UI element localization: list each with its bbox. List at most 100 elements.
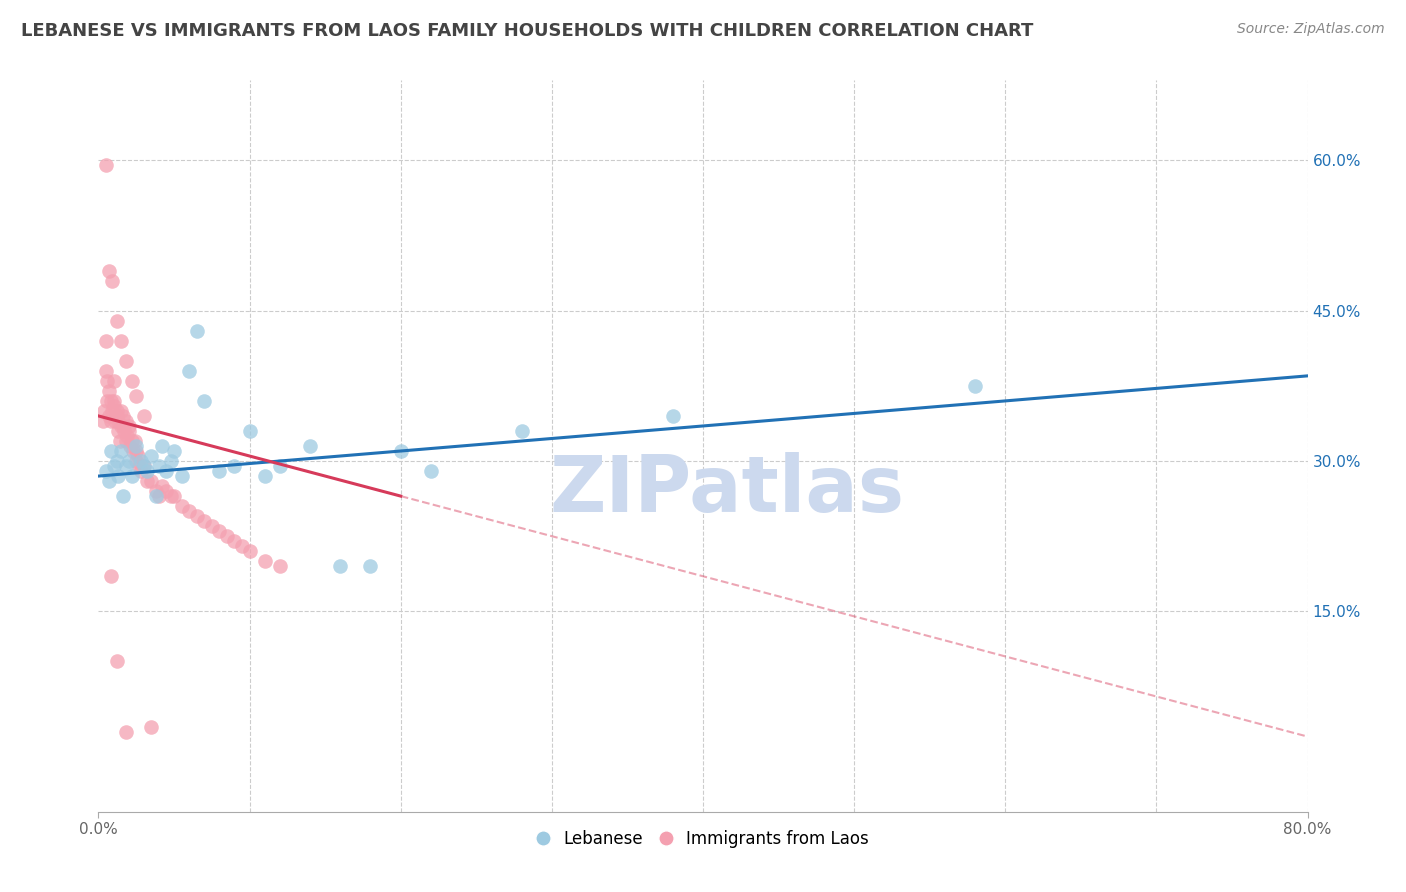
Text: Source: ZipAtlas.com: Source: ZipAtlas.com (1237, 22, 1385, 37)
Point (135, 474, 157, 488)
Point (111, 489, 134, 503)
Point (98, 384, 121, 398)
Point (96, 374, 118, 388)
Legend: Lebanese, Immigrants from Laos: Lebanese, Immigrants from Laos (530, 823, 876, 855)
Point (111, 409, 134, 423)
Point (98, 409, 121, 423)
Point (94, 334, 117, 348)
Point (114, 434, 136, 448)
Point (170, 499, 193, 513)
Point (186, 324, 208, 338)
Point (93, 404, 115, 418)
Point (110, 404, 132, 418)
Point (114, 354, 136, 368)
Point (128, 458, 150, 473)
Point (94, 158, 117, 172)
Point (420, 464, 443, 478)
Point (155, 484, 177, 499)
Point (111, 419, 134, 434)
Text: LEBANESE VS IMMIGRANTS FROM LAOS FAMILY HOUSEHOLDS WITH CHILDREN CORRELATION CHA: LEBANESE VS IMMIGRANTS FROM LAOS FAMILY … (21, 22, 1033, 40)
Point (132, 458, 155, 473)
Point (141, 720, 163, 734)
Point (104, 414, 127, 428)
Point (208, 464, 231, 478)
Point (150, 439, 173, 453)
Point (253, 469, 276, 483)
Point (269, 559, 291, 574)
Point (141, 449, 163, 463)
Point (107, 469, 129, 483)
Point (98, 474, 121, 488)
Point (98, 263, 121, 277)
Point (179, 364, 201, 378)
Point (179, 504, 201, 518)
Point (329, 559, 352, 574)
Point (135, 464, 157, 478)
Point (127, 449, 149, 463)
Point (122, 444, 145, 458)
Point (125, 439, 148, 453)
Point (269, 458, 291, 473)
Point (107, 414, 129, 428)
Point (103, 374, 125, 388)
Point (224, 534, 246, 549)
Point (112, 424, 135, 438)
Point (101, 404, 124, 418)
Point (129, 464, 152, 478)
Point (105, 454, 128, 468)
Point (100, 393, 122, 408)
Point (103, 458, 125, 473)
Point (110, 444, 132, 458)
Point (115, 429, 138, 443)
Point (125, 389, 148, 403)
Point (389, 444, 412, 458)
Point (208, 524, 231, 538)
Point (145, 484, 167, 499)
Point (114, 724, 136, 739)
Point (160, 454, 183, 468)
Point (239, 424, 262, 438)
Point (186, 509, 208, 524)
Point (125, 444, 148, 458)
Point (510, 424, 533, 438)
Point (121, 469, 143, 483)
Point (299, 439, 322, 453)
Point (163, 489, 186, 503)
Point (124, 434, 146, 448)
Point (94, 464, 117, 478)
Point (100, 444, 122, 458)
Point (224, 458, 246, 473)
Point (105, 404, 128, 418)
Point (110, 419, 132, 434)
Point (120, 439, 142, 453)
Point (94, 364, 117, 378)
Point (114, 458, 136, 473)
Point (170, 469, 193, 483)
Point (125, 454, 148, 468)
Point (105, 314, 128, 328)
Point (118, 454, 141, 468)
Point (215, 529, 238, 543)
Point (253, 554, 276, 568)
Point (360, 559, 382, 574)
Point (132, 409, 155, 423)
Point (160, 489, 183, 503)
Point (100, 569, 122, 583)
Text: ZIPatlas: ZIPatlas (550, 452, 904, 528)
Point (231, 539, 253, 553)
Point (118, 424, 141, 438)
Point (661, 409, 683, 423)
Point (155, 464, 177, 478)
Point (91, 414, 114, 428)
Point (103, 393, 125, 408)
Point (101, 274, 124, 288)
Point (148, 489, 170, 503)
Point (118, 419, 141, 434)
Point (132, 458, 155, 473)
Point (103, 399, 125, 413)
Point (193, 393, 215, 408)
Point (129, 454, 152, 468)
Point (163, 444, 186, 458)
Point (150, 479, 173, 493)
Point (141, 474, 163, 488)
